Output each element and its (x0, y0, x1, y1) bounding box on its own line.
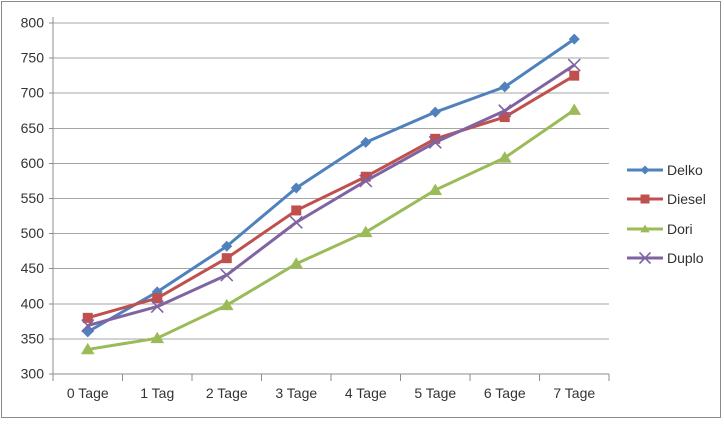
x-marker-icon (498, 104, 512, 118)
triangle-marker-icon (150, 331, 165, 344)
triangle-marker-icon (358, 225, 373, 238)
y-axis-tick-label: 350 (21, 330, 45, 346)
legend-marker-diesel-icon (627, 194, 663, 204)
legend-label-diesel: Diesel (667, 191, 706, 208)
diamond-marker-icon (568, 33, 580, 45)
y-axis-tick-label: 300 (21, 366, 45, 382)
diamond-marker-icon (429, 106, 441, 118)
legend-label-duplo: Duplo (667, 250, 704, 267)
y-axis-tick-label: 500 (21, 225, 45, 241)
chart-border (1, 1, 721, 418)
triangle-marker-icon (567, 103, 582, 115)
square-marker-icon (221, 253, 232, 264)
x-axis-category-label: 0 Tage (67, 385, 109, 401)
x-marker-icon (81, 318, 95, 333)
y-axis-tick-label: 400 (21, 295, 45, 311)
y-axis-tick-label: 700 (21, 85, 45, 101)
square-marker-icon (430, 133, 441, 144)
series-line-duplo (87, 63, 576, 328)
diamond-marker-icon (640, 165, 650, 175)
triangle-marker-icon (428, 183, 443, 195)
square-marker-icon (82, 312, 93, 323)
legend-marker-dori-icon (627, 224, 663, 233)
series-line-diesel (87, 74, 576, 320)
square-marker-icon (499, 112, 510, 123)
x-axis-category-label: 1 Tag (140, 385, 174, 401)
x-marker-icon (359, 174, 373, 188)
legend-item-diesel: Diesel (626, 185, 721, 215)
x-marker-icon (150, 300, 164, 314)
legend-label-dori: Dori (667, 220, 693, 237)
x-axis-category-label: 6 Tage (484, 385, 526, 401)
diamond-marker-icon (290, 182, 302, 194)
x-marker-icon (567, 58, 581, 72)
triangle-marker-icon (219, 298, 234, 311)
legend-marker-delko-icon (627, 165, 663, 175)
square-marker-icon (360, 171, 371, 182)
x-marker-icon (638, 252, 652, 265)
y-axis-tick-label: 450 (21, 260, 45, 276)
x-axis-category-label: 5 Tage (414, 385, 456, 401)
chart-legend: Delko Diesel Dori Duplo (626, 155, 721, 273)
legend-item-duplo: Duplo (626, 244, 721, 274)
triangle-marker-icon (497, 151, 512, 163)
legend-item-dori: Dori (626, 214, 721, 244)
x-marker-icon (428, 135, 442, 149)
y-axis-tick-label: 800 (21, 15, 45, 31)
square-marker-icon (291, 205, 302, 216)
legend-label-delko: Delko (667, 161, 703, 178)
x-marker-icon (220, 268, 234, 282)
y-axis-tick-label: 750 (21, 50, 45, 66)
series-line-delko (87, 37, 576, 334)
x-axis-category-label: 2 Tage (206, 385, 248, 401)
x-axis-category-label: 7 Tage (553, 385, 595, 401)
y-axis-tick-label: 650 (21, 120, 45, 136)
square-marker-icon (569, 70, 580, 81)
legend-marker-duplo-icon (627, 252, 663, 265)
y-axis-tick-label: 550 (21, 190, 45, 206)
series-line-dori (87, 108, 576, 351)
x-marker-icon (289, 215, 303, 229)
x-axis-category-label: 4 Tage (345, 385, 387, 401)
square-marker-icon (640, 194, 650, 204)
legend-item-delko: Delko (626, 155, 721, 185)
triangle-marker-icon (80, 342, 95, 355)
diamond-marker-icon (221, 240, 233, 252)
diamond-marker-icon (499, 81, 511, 93)
triangle-marker-icon (289, 257, 304, 269)
square-marker-icon (152, 293, 163, 304)
diamond-marker-icon (360, 136, 372, 148)
triangle-marker-icon (640, 224, 650, 233)
y-axis-tick-label: 600 (21, 155, 45, 171)
x-axis-category-label: 3 Tage (275, 385, 317, 401)
